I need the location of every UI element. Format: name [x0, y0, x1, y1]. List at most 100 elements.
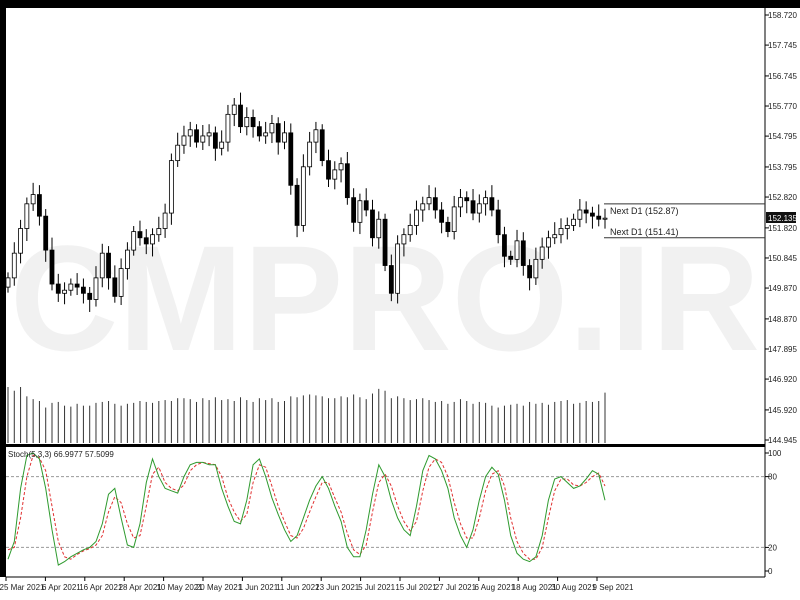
candle-body	[407, 225, 413, 236]
price-tick-label: 156.745	[768, 72, 797, 81]
candle-body	[401, 234, 407, 245]
date-tick-label: 6 Apr 2021	[42, 583, 81, 592]
candle-body	[118, 268, 124, 297]
candle-body	[238, 104, 243, 128]
price-tick-label: 152.820	[768, 193, 797, 202]
current-price-box	[766, 212, 796, 223]
candle-body	[338, 163, 344, 171]
candle-body	[414, 209, 419, 226]
candle-body	[55, 283, 61, 294]
candle-body	[370, 209, 375, 239]
price-tick-label: 146.920	[768, 375, 797, 384]
price-tick-label: 150.845	[768, 254, 797, 263]
candle-body	[219, 141, 225, 149]
candle-body	[150, 234, 155, 245]
candle-body	[426, 197, 432, 205]
date-tick-label: 10 May 2021	[156, 583, 203, 592]
price-tick-label: 148.870	[768, 315, 797, 324]
candle-body	[5, 277, 11, 288]
candle-body	[269, 123, 275, 134]
candle-body	[439, 209, 445, 223]
candle-body	[590, 212, 595, 217]
candle-body	[527, 265, 532, 279]
level-lines: Next D1 (152.87) Next D1 (151.41)	[604, 203, 765, 239]
candle-body	[181, 135, 187, 146]
price-ticks: 158.720 157.745 156.745 155.770 154.795 153.7…	[765, 11, 797, 445]
level-label: Next D1 (151.41)	[610, 227, 679, 237]
candle-body	[533, 258, 539, 279]
price-tick-label: 145.920	[768, 406, 797, 415]
candle-body	[194, 129, 199, 143]
candle-body	[200, 135, 206, 143]
price-tick-label: 151.820	[768, 224, 797, 233]
date-tick-label: 16 Apr 2021	[79, 583, 123, 592]
candle-body	[81, 286, 86, 294]
indicator-label: Stoch(5,3,3) 66.9977 57.5099	[8, 450, 114, 459]
candle-body	[388, 265, 394, 294]
candle-body	[206, 132, 212, 137]
candle-body	[106, 252, 111, 279]
price-tick-label: 158.720	[768, 11, 797, 20]
candle-body	[596, 215, 602, 220]
candle-body	[68, 283, 74, 291]
candle-body	[319, 129, 325, 162]
candle-body	[495, 209, 501, 236]
candle-body	[546, 237, 551, 248]
candle-body	[502, 234, 507, 257]
candle-body	[294, 184, 300, 226]
date-tick-label: 23 Jun 2021	[315, 583, 360, 592]
candle-body	[376, 218, 382, 239]
price-tick-label: 155.770	[768, 102, 797, 111]
date-tick-label: 28 Apr 2021	[119, 583, 163, 592]
candle-body	[43, 215, 49, 251]
candle-body	[87, 292, 93, 300]
candle-body	[18, 228, 23, 254]
candle-body	[313, 129, 319, 143]
candle-body	[458, 197, 463, 208]
candle-body	[156, 228, 162, 236]
candle-body	[99, 252, 105, 279]
candle-body	[514, 240, 520, 260]
candle-body	[300, 166, 306, 226]
candle-body	[344, 163, 350, 199]
candle-body	[212, 132, 218, 149]
candle-body	[288, 132, 294, 186]
candle-body	[112, 277, 118, 297]
date-tick-label: 25 Mar 2021	[0, 583, 45, 592]
date-tick-label: 6 Aug 2021	[475, 583, 516, 592]
current-price-tag: 152.135	[766, 212, 797, 223]
candle-body	[225, 113, 231, 143]
stoch-signal-line	[7, 454, 606, 560]
candle-body	[125, 249, 130, 270]
date-tick-label: 11 Jun 2021	[276, 583, 320, 592]
candle-body	[131, 231, 137, 251]
candle-body	[470, 200, 476, 214]
price-tick-label: 157.745	[768, 41, 797, 50]
price-tick-label: 147.895	[768, 345, 797, 354]
candle-body	[231, 104, 237, 115]
candle-body	[489, 197, 495, 211]
date-tick-label: 30 Aug 2021	[551, 583, 596, 592]
candle-body	[244, 117, 250, 128]
candle-body	[577, 209, 583, 220]
price-tick-label: 144.945	[768, 436, 797, 445]
candle-body	[363, 200, 369, 211]
candle-body	[263, 132, 269, 137]
date-tick-label: 27 Jul 2021	[435, 583, 477, 592]
stochastic-indicator: 100 80 20 0	[6, 449, 782, 576]
candle-body	[326, 160, 331, 180]
candle-body	[143, 237, 149, 245]
candle-body	[30, 194, 36, 205]
date-tick-label: 5 Jul 2021	[358, 583, 395, 592]
indicator-tick-label: 0	[768, 567, 773, 576]
candle-body	[420, 203, 426, 211]
candles	[5, 92, 608, 312]
candle-body	[602, 217, 608, 220]
candle-body	[168, 160, 174, 214]
candle-body	[395, 243, 401, 294]
volume-bars	[7, 387, 606, 443]
candle-body	[564, 225, 570, 229]
candle-body	[37, 194, 42, 217]
candle-body	[187, 129, 193, 137]
